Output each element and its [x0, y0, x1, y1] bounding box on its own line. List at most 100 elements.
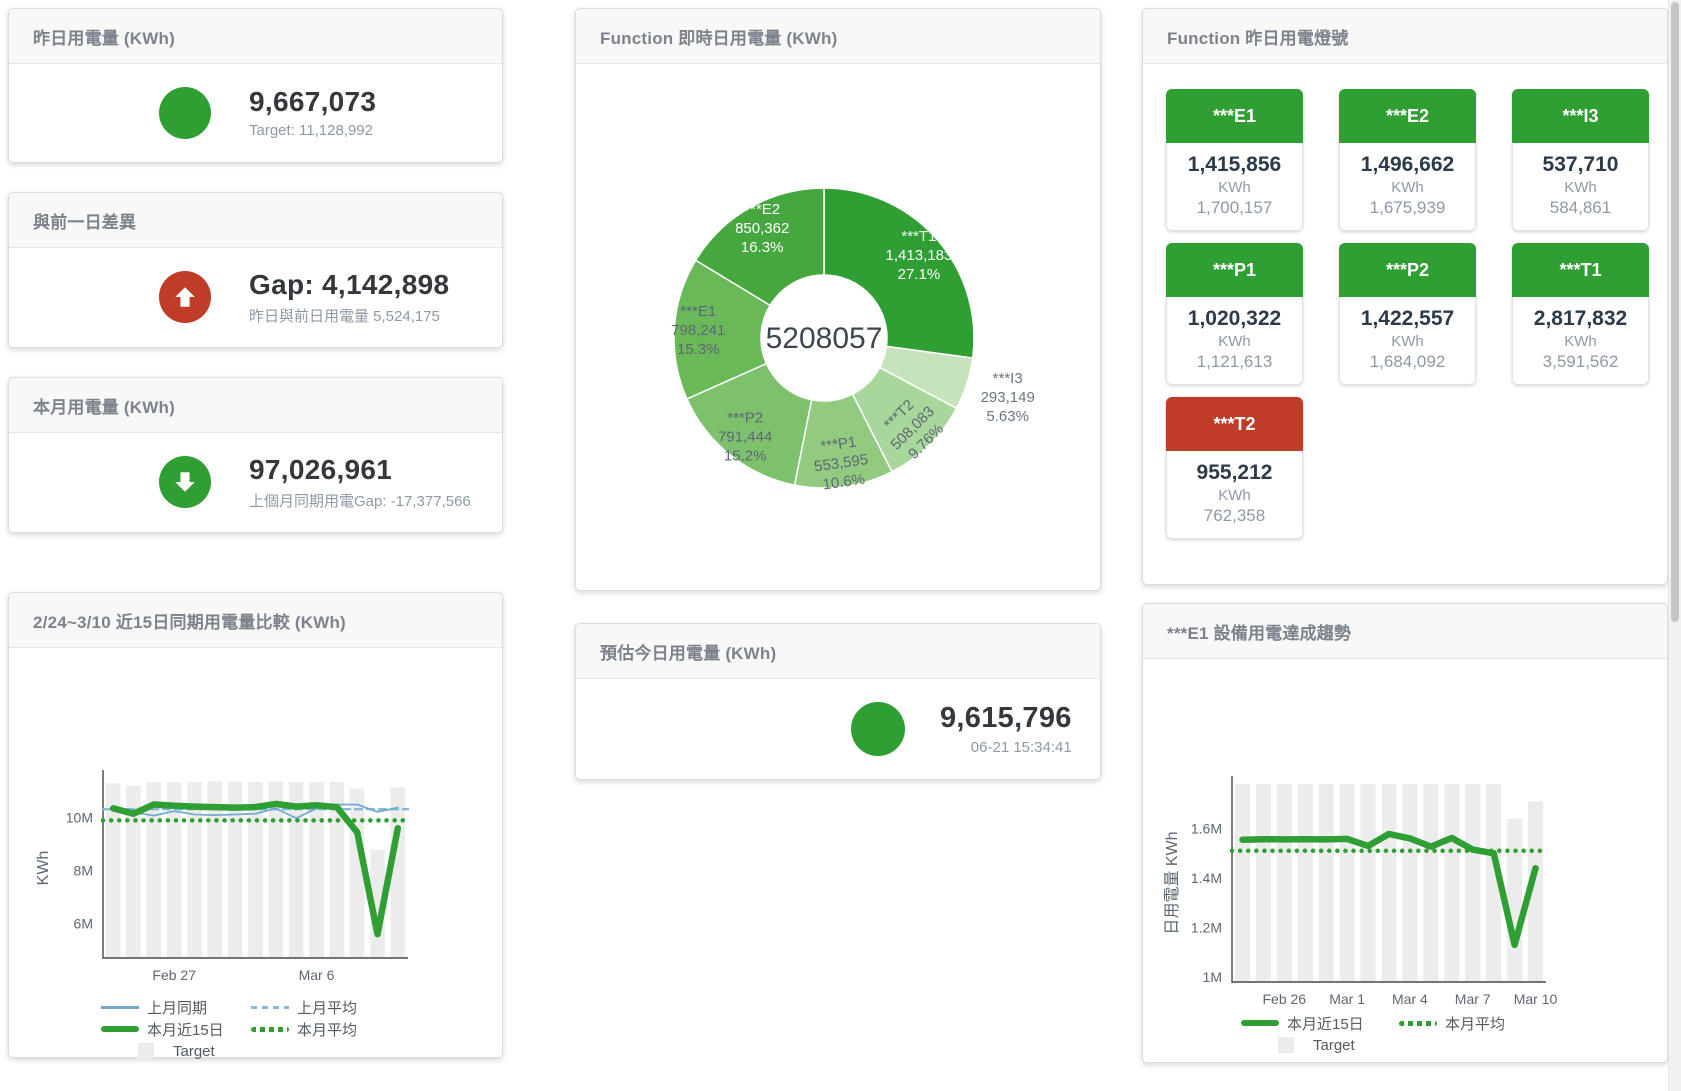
legend-item[interactable]: 本月近15日	[101, 1019, 251, 1039]
legend-label: 本月平均	[297, 1021, 358, 1039]
target-bar	[309, 782, 324, 958]
legend-item[interactable]: 本月近15日	[1241, 1013, 1399, 1033]
donut-slice-e2[interactable]	[694, 187, 825, 307]
panel-title: 2/24~3/10 近15日同期用電量比較 (KWh)	[9, 593, 502, 648]
legend-label: Target	[1313, 1036, 1355, 1054]
tile-value: 1,020,322	[1187, 307, 1282, 330]
legend-item[interactable]: 上月同期	[101, 997, 251, 1017]
e1-trend-line-chart[interactable]: 1M 1.2M 1.4M 1.6M Feb 26 Mar 1 Mar 4 Mar 7 Mar 1…	[1143, 659, 1667, 1011]
tile-status-header: ***P2	[1339, 243, 1476, 297]
target-bar	[1444, 784, 1460, 982]
donut-slice-label: ***P2 791,444 15.2%	[718, 409, 772, 464]
donut-slice-label: ***T1 1,413,183 27.1%	[886, 228, 953, 283]
legend-swatch-dots-icon	[1399, 1015, 1437, 1031]
tile-value: 1,415,856	[1187, 153, 1282, 176]
target-bar	[146, 782, 162, 958]
tile-unit: KWh	[1391, 333, 1424, 350]
target-bar	[1318, 784, 1334, 982]
x-tick-label: Feb 26	[1263, 991, 1307, 1007]
axis-lines	[102, 770, 408, 959]
stat-body: 97,026,961 上個月同期用電Gap: -17,377,566	[9, 433, 502, 531]
y-tick-label: 8M	[74, 863, 93, 879]
red-up-arrow-icon	[159, 271, 211, 323]
tile-unit: KWh	[1391, 179, 1424, 196]
target-bar	[207, 781, 223, 958]
target-bar	[1528, 801, 1544, 982]
stat-value: 9,615,796	[940, 701, 1072, 734]
stat-value: Gap: 4,142,898	[249, 268, 450, 300]
tile-body: 1,020,322 KWh 1,121,613	[1166, 297, 1303, 385]
tile-body: 2,817,832 KWh 3,591,562	[1512, 297, 1649, 385]
compare15-line-chart[interactable]: 6M 8M 10M Feb 27 Mar 6 KWh	[9, 648, 502, 995]
panel-function-lights: Function 昨日用電燈號 ***E1 1,415,856 KWh 1,700,1…	[1142, 8, 1668, 585]
tile-value: 2,817,832	[1533, 307, 1628, 330]
x-tick-label: Mar 1	[1329, 991, 1365, 1007]
target-bar	[187, 782, 202, 958]
legend-swatch-dash-icon	[251, 999, 289, 1015]
legend-item[interactable]: 本月平均	[251, 1019, 436, 1039]
target-bar	[1507, 818, 1523, 982]
stat-subtext: Target: 11,128,992	[249, 122, 373, 139]
target-bar	[1360, 784, 1376, 982]
tile-body: 1,415,856 KWh 1,700,157	[1166, 143, 1303, 231]
donut-slice-e1[interactable]	[673, 259, 772, 400]
realtime-usage-donut-chart[interactable]: ***T1 1,413,183 27.1%***I3 293,149 5.63%***T…	[576, 64, 1100, 584]
panel-title: 昨日用電量 (KWh)	[9, 9, 502, 64]
tile-status-header: ***T2	[1166, 397, 1303, 451]
tile-status-header: ***I3	[1512, 89, 1649, 143]
light-tile-e1: ***E1 1,415,856 KWh 1,700,157	[1166, 89, 1303, 231]
legend-item[interactable]: Target	[127, 1041, 251, 1061]
x-tick-label: Mar 10	[1514, 991, 1558, 1007]
scrollbar-thumb[interactable]	[1671, 2, 1679, 622]
donut-slice-t1[interactable]	[823, 187, 975, 359]
target-bar	[1486, 784, 1502, 982]
stat-subtext: 昨日與前日用電量 5,524,175	[249, 307, 440, 325]
panel-e1-trend-chart: ***E1 設備用電達成趨勢 1M 1.2M 1.4M 1.6M Feb 26 Mar 1…	[1142, 603, 1668, 1063]
series-line-本月近15日	[1239, 830, 1539, 949]
tile-target: 762,358	[1203, 506, 1266, 525]
y-axis-title: 日用電量 KWh	[1164, 831, 1181, 934]
target-bar	[1381, 784, 1397, 982]
target-bar	[1276, 784, 1292, 982]
stat-value: 9,667,073	[249, 86, 377, 117]
target-bar	[105, 783, 121, 958]
x-tick-label: Mar 6	[299, 967, 335, 983]
tile-unit: KWh	[1218, 487, 1251, 504]
x-tick-label: Mar 4	[1392, 991, 1428, 1007]
donut-center-total: 5208057	[766, 322, 883, 355]
green-status-circle-icon	[159, 86, 211, 139]
tile-body: 1,496,662 KWh 1,675,939	[1339, 143, 1476, 231]
target-bar	[1255, 784, 1271, 982]
tile-body: 1,422,557 KWh 1,684,092	[1339, 297, 1476, 385]
target-bar	[1234, 784, 1250, 982]
e1trend-legend: 本月近15日 本月平均 Target	[1143, 1011, 1667, 1055]
target-bar	[166, 782, 182, 958]
panel-title: Function 昨日用電燈號	[1143, 9, 1667, 64]
stat-body: 9,615,796 06-21 15:34:41	[576, 679, 1100, 778]
stat-timestamp: 06-21 15:34:41	[970, 738, 1072, 756]
target-bar	[1297, 784, 1313, 982]
legend-item[interactable]: Target	[1267, 1035, 1399, 1055]
light-tile-p2: ***P2 1,422,557 KWh 1,684,092	[1339, 243, 1476, 385]
tile-status-header: ***P1	[1166, 243, 1303, 297]
axis-lines	[1231, 776, 1546, 983]
stat-body: 9,667,073 Target: 11,128,992	[9, 64, 502, 161]
stat-subtext: 上個月同期用電Gap: -17,377,566	[249, 492, 471, 510]
tile-status-header: ***E1	[1166, 89, 1303, 143]
legend-swatch-thick-icon	[1241, 1015, 1279, 1031]
tile-status-header: ***E2	[1339, 89, 1476, 143]
lights-grid: ***E1 1,415,856 KWh 1,700,157 ***E2 1,496,662…	[1143, 64, 1667, 539]
stat-value: 97,026,961	[249, 453, 393, 485]
panel-title: 預估今日用電量 (KWh)	[576, 624, 1100, 679]
legend-item[interactable]: 上月平均	[251, 997, 436, 1017]
panel-estimate-today: 預估今日用電量 (KWh) 9,615,796 06-21 15:34:41	[575, 623, 1101, 780]
target-bar	[1402, 784, 1418, 982]
legend-label: 上月同期	[147, 999, 208, 1017]
legend-item[interactable]: 本月平均	[1399, 1013, 1574, 1033]
scrollbar-track[interactable]	[1668, 0, 1681, 1091]
target-bar	[126, 785, 141, 958]
green-down-arrow-icon	[159, 456, 211, 508]
donut-slice-p2[interactable]	[685, 362, 813, 486]
panel-month-usage: 本月用電量 (KWh) 97,026,961 上個月同期用電Gap: -17,3…	[8, 377, 503, 533]
tile-status-header: ***T1	[1512, 243, 1649, 297]
